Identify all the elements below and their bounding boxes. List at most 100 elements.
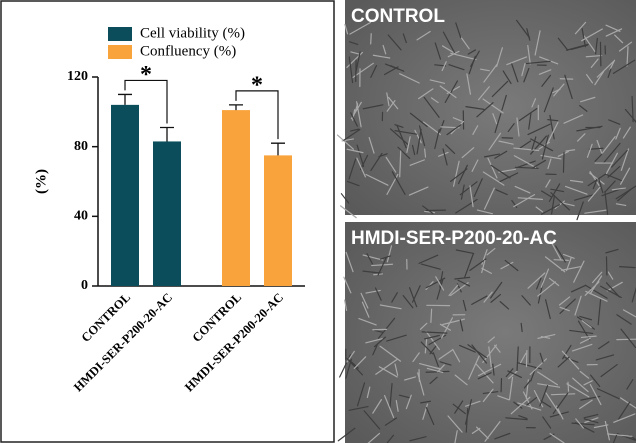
cell (411, 285, 421, 303)
cell (576, 125, 603, 132)
cell (353, 356, 367, 370)
cell (386, 92, 390, 107)
cell (348, 158, 357, 180)
cell (514, 166, 539, 169)
cell (585, 290, 608, 302)
cell (517, 197, 544, 200)
cell (468, 355, 480, 380)
cell (379, 345, 402, 362)
cell (604, 190, 609, 215)
cell (372, 344, 378, 356)
error-bar (118, 93, 132, 105)
cell (566, 383, 590, 398)
cell (345, 251, 354, 273)
cell (359, 154, 369, 171)
cell (558, 296, 571, 306)
cell (562, 344, 572, 360)
cell (520, 352, 527, 364)
cell (454, 430, 458, 443)
cell (429, 345, 437, 355)
cell (419, 363, 442, 370)
cell (426, 367, 444, 374)
cell (540, 154, 562, 160)
cell (490, 164, 511, 179)
cell (346, 148, 364, 154)
cell (441, 61, 447, 72)
cell (579, 370, 590, 379)
cell (572, 377, 589, 393)
cell (476, 102, 494, 118)
cell (592, 271, 603, 284)
cell (475, 363, 494, 384)
cell (550, 192, 571, 211)
cell (459, 319, 464, 332)
y-tick-label: 120 (67, 69, 88, 84)
cell (394, 124, 404, 128)
cell (379, 304, 402, 310)
cell (607, 433, 633, 437)
cell (343, 128, 361, 141)
cell (434, 42, 442, 60)
cell (361, 301, 370, 318)
cell (579, 399, 593, 410)
legend-swatch (108, 27, 132, 41)
cell (526, 397, 537, 406)
cell (552, 88, 561, 94)
cell (539, 352, 544, 363)
legend-label: Confluency (%) (140, 43, 236, 59)
cell (422, 403, 429, 420)
cell (564, 185, 588, 195)
cell (455, 22, 462, 39)
cell (350, 51, 362, 55)
cell (561, 350, 580, 370)
cell (555, 245, 566, 263)
cell (483, 63, 498, 83)
cell (520, 322, 523, 333)
cell (537, 383, 561, 388)
cell (497, 395, 510, 401)
cell (499, 301, 510, 310)
cell (584, 417, 599, 424)
cell (405, 394, 412, 410)
cell (424, 148, 427, 158)
cell (607, 165, 621, 178)
cell (584, 209, 608, 214)
cell (390, 65, 405, 72)
cell (391, 171, 406, 195)
cell (626, 46, 629, 67)
cell (622, 126, 631, 139)
cell (411, 144, 416, 156)
cell (490, 293, 501, 303)
cell (545, 299, 551, 320)
cell (508, 376, 514, 401)
cell (496, 47, 503, 67)
cell (441, 317, 454, 339)
cell (430, 308, 433, 324)
cell (533, 390, 544, 408)
cell (374, 287, 382, 301)
cell (553, 259, 569, 261)
cell (450, 52, 477, 61)
cell (494, 150, 508, 159)
cell (550, 188, 565, 193)
cell (615, 127, 621, 140)
cell (598, 178, 604, 194)
cell (430, 97, 439, 104)
cell (518, 415, 528, 420)
cell (584, 284, 608, 299)
cell (513, 147, 540, 152)
cell (531, 159, 547, 169)
cell (447, 415, 463, 433)
cell (378, 366, 398, 378)
cell (348, 56, 354, 84)
cell (404, 376, 416, 381)
bar (153, 141, 181, 286)
cell (398, 394, 410, 399)
cell (452, 348, 461, 363)
cell (370, 33, 372, 45)
cell (511, 199, 518, 209)
cell (455, 198, 478, 214)
cell (585, 73, 594, 84)
cell (562, 253, 575, 259)
